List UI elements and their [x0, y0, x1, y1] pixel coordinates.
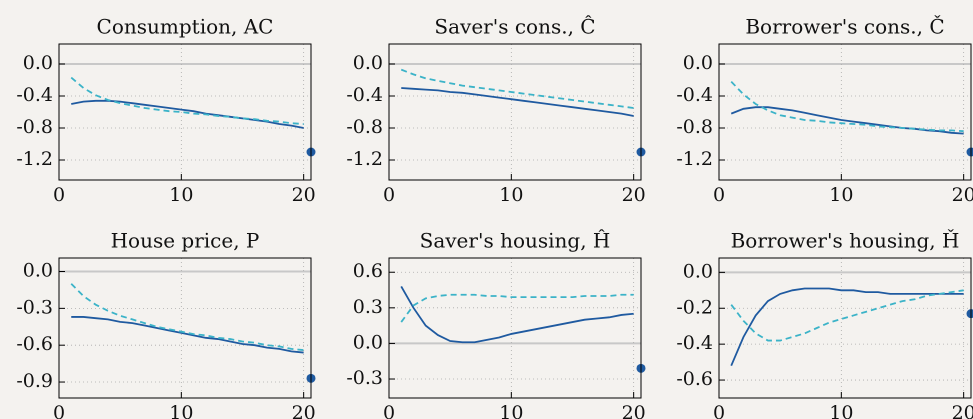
- x-tick-label: 0: [53, 402, 65, 419]
- plot-frame: [58, 43, 312, 181]
- y-tick-label: -0.6: [676, 368, 713, 390]
- y-tick-label: -1.2: [676, 148, 713, 170]
- plot-frame: [388, 43, 642, 181]
- series-line: [730, 106, 964, 135]
- y-tick-label: -0.4: [346, 84, 383, 106]
- x-tick-label: 0: [383, 402, 395, 419]
- panel-title: Borrower's housing, Ȟ: [731, 229, 960, 253]
- x-tick-label: 10: [499, 184, 523, 206]
- panel-title: Saver's cons., Ĉ: [434, 14, 595, 39]
- x-tick-label: 10: [499, 402, 523, 419]
- series-line: [400, 293, 634, 323]
- plot-frame: [718, 257, 972, 399]
- series-line: [71, 99, 304, 129]
- plot-frame: [718, 43, 972, 181]
- y-tick-label: 0.0: [23, 52, 53, 74]
- x-tick-label: 20: [292, 184, 316, 206]
- y-tick-label: 0.6: [353, 260, 383, 282]
- y-tick-label: -0.4: [16, 84, 53, 106]
- series-line: [730, 287, 964, 367]
- end-marker: [966, 147, 973, 157]
- panel-title: Consumption, AC: [97, 15, 274, 39]
- y-tick-label: -0.3: [16, 296, 53, 318]
- x-tick-label: 10: [829, 402, 853, 419]
- series-line: [400, 286, 634, 344]
- series-line: [400, 68, 634, 109]
- x-tick-label: 20: [292, 402, 316, 419]
- y-tick-label: -0.2: [676, 296, 713, 318]
- x-tick-label: 20: [622, 402, 646, 419]
- panel-title: Saver's housing, Ĥ: [420, 229, 611, 253]
- plot-frame: [58, 257, 312, 399]
- series-line: [70, 76, 304, 125]
- y-tick-label: 0.0: [683, 260, 713, 282]
- x-tick-label: 20: [622, 184, 646, 206]
- x-tick-label: 20: [952, 402, 973, 419]
- y-tick-label: 0.0: [683, 52, 713, 74]
- y-tick-label: -0.6: [16, 333, 53, 355]
- x-tick-label: 0: [53, 184, 65, 206]
- y-tick-label: -1.2: [346, 148, 383, 170]
- y-tick-label: -0.8: [346, 116, 383, 138]
- end-marker: [966, 309, 973, 319]
- panel-title: House price, P: [111, 229, 260, 253]
- x-tick-label: 10: [169, 402, 193, 419]
- plot-frame: [388, 257, 642, 399]
- x-tick-label: 0: [383, 184, 395, 206]
- y-tick-label: -0.4: [676, 84, 713, 106]
- x-tick-label: 10: [169, 184, 193, 206]
- y-tick-label: 0.0: [23, 260, 53, 282]
- x-tick-label: 0: [713, 184, 725, 206]
- y-tick-label: -1.2: [16, 148, 53, 170]
- y-tick-label: 0.0: [353, 331, 383, 353]
- series-line: [730, 289, 964, 342]
- x-tick-label: 20: [952, 184, 973, 206]
- y-tick-label: -0.8: [676, 116, 713, 138]
- y-tick-label: 0.0: [353, 52, 383, 74]
- series-line: [730, 80, 964, 133]
- series-line: [71, 316, 304, 354]
- y-tick-label: -0.3: [346, 367, 383, 389]
- series-line: [70, 283, 304, 352]
- y-tick-label: -0.4: [676, 332, 713, 354]
- panel-title: Borrower's cons., Č: [745, 14, 944, 39]
- y-tick-label: -0.8: [16, 116, 53, 138]
- series-line: [401, 87, 634, 117]
- y-tick-label: 0.3: [353, 296, 383, 318]
- x-tick-label: 10: [829, 184, 853, 206]
- y-tick-label: -0.9: [16, 370, 53, 392]
- x-tick-label: 0: [713, 402, 725, 419]
